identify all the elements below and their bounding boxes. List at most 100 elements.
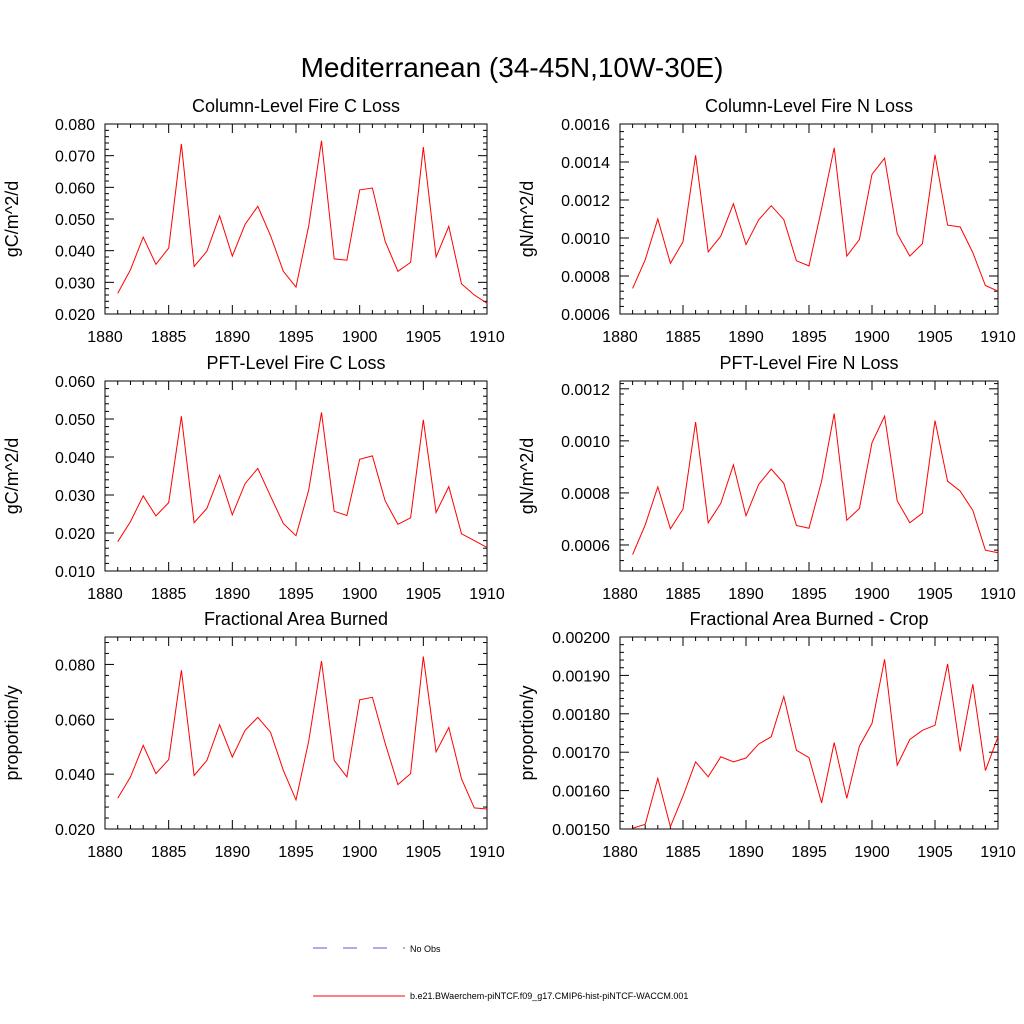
- x-tick-label: 1880: [602, 329, 638, 346]
- x-tick-label: 1885: [151, 329, 187, 346]
- y-tick-label: 0.070: [55, 149, 95, 166]
- x-tick-label: 1895: [791, 329, 827, 346]
- x-tick-label: 1895: [278, 844, 314, 861]
- x-tick-label: 1900: [342, 586, 378, 603]
- y-tick-label: 0.00150: [552, 822, 610, 839]
- y-tick-label: 0.080: [55, 657, 95, 674]
- x-tick-label: 1895: [278, 586, 314, 603]
- series-line: [117, 656, 488, 810]
- y-tick-label: 0.0006: [561, 307, 610, 324]
- y-tick-label: 0.0010: [561, 231, 610, 248]
- x-tick-label: 1895: [791, 586, 827, 603]
- y-tick-label: 0.040: [55, 244, 95, 261]
- panel-title: Column-Level Fire N Loss: [705, 96, 913, 116]
- x-tick-label: 1885: [665, 329, 701, 346]
- y-tick-label: 0.0010: [561, 434, 610, 451]
- y-axis-label: gC/m^2/d: [2, 181, 22, 257]
- x-tick-label: 1880: [602, 586, 638, 603]
- y-tick-label: 0.040: [55, 450, 95, 467]
- y-tick-label: 0.010: [55, 564, 95, 581]
- x-tick-label: 1890: [215, 329, 251, 346]
- x-tick-label: 1885: [151, 844, 187, 861]
- y-tick-label: 0.060: [55, 180, 95, 197]
- x-tick-label: 1900: [854, 329, 890, 346]
- x-tick-label: 1905: [406, 844, 442, 861]
- x-tick-label: 1895: [278, 329, 314, 346]
- y-tick-label: 0.0012: [561, 193, 610, 210]
- x-tick-label: 1905: [917, 329, 953, 346]
- x-tick-label: 1890: [215, 586, 251, 603]
- legend-model-label: b.e21.BWaerchem-piNTCF.f09_g17.CMIP6-his…: [410, 991, 688, 1001]
- y-tick-label: 0.0006: [561, 538, 610, 555]
- y-tick-label: 0.0014: [561, 155, 610, 172]
- y-axis-label: gC/m^2/d: [2, 438, 22, 514]
- y-tick-label: 0.0012: [561, 382, 610, 399]
- y-axis-label: proportion/y: [2, 685, 22, 780]
- y-tick-label: 0.00160: [552, 784, 610, 801]
- x-tick-label: 1910: [469, 844, 505, 861]
- y-tick-label: 0.060: [55, 712, 95, 729]
- x-tick-label: 1885: [665, 844, 701, 861]
- series-line: [632, 413, 999, 555]
- y-axis-label: gN/m^2/d: [517, 438, 537, 514]
- series-line: [632, 659, 999, 829]
- x-tick-label: 1890: [728, 329, 764, 346]
- y-tick-label: 0.030: [55, 275, 95, 292]
- x-tick-label: 1890: [215, 844, 251, 861]
- x-tick-label: 1910: [469, 586, 505, 603]
- x-tick-label: 1880: [87, 844, 123, 861]
- y-tick-label: 0.0016: [561, 117, 610, 134]
- panel-title: Fractional Area Burned: [204, 609, 388, 629]
- legend-obs-label: No Obs: [410, 944, 441, 954]
- y-tick-label: 0.030: [55, 488, 95, 505]
- x-tick-label: 1890: [728, 844, 764, 861]
- x-tick-label: 1905: [917, 586, 953, 603]
- series-line: [117, 412, 488, 548]
- y-tick-label: 0.020: [55, 822, 95, 839]
- panel-title: Column-Level Fire C Loss: [192, 96, 400, 116]
- x-tick-label: 1910: [980, 844, 1016, 861]
- x-tick-label: 1895: [791, 844, 827, 861]
- x-tick-label: 1910: [980, 329, 1016, 346]
- x-tick-label: 1900: [854, 586, 890, 603]
- panel-title: PFT-Level Fire N Loss: [719, 353, 898, 373]
- y-tick-label: 0.0008: [561, 269, 610, 286]
- y-axis-label: proportion/y: [517, 685, 537, 780]
- x-tick-label: 1905: [406, 586, 442, 603]
- series-line: [117, 140, 488, 304]
- x-tick-label: 1910: [469, 329, 505, 346]
- x-tick-label: 1905: [406, 329, 442, 346]
- x-tick-label: 1900: [342, 844, 378, 861]
- y-tick-label: 0.00180: [552, 707, 610, 724]
- y-tick-label: 0.060: [55, 374, 95, 391]
- chart-panel-3: PFT-Level Fire C Loss 1880 1885 1890 1895 190…: [2, 353, 505, 603]
- chart-panel-6: Fractional Area Burned - Crop 1880 1885 189…: [517, 609, 1016, 861]
- chart-panel-5: Fractional Area Burned 1880 1885 1890 1895 19…: [2, 609, 505, 861]
- y-tick-label: 0.040: [55, 767, 95, 784]
- x-tick-label: 1880: [87, 329, 123, 346]
- y-tick-label: 0.050: [55, 212, 95, 229]
- y-tick-label: 0.00190: [552, 668, 610, 685]
- panel-title: PFT-Level Fire C Loss: [206, 353, 385, 373]
- panel-title: Fractional Area Burned - Crop: [689, 609, 928, 629]
- legend: No Obs b.e21.BWaerchem-piNTCF.f09_g17.CM…: [313, 944, 688, 1001]
- y-axis-label: gN/m^2/d: [517, 181, 537, 257]
- x-tick-label: 1885: [151, 586, 187, 603]
- chart-panel-4: PFT-Level Fire N Loss 1880 1885 1890 1895 190…: [517, 353, 1016, 603]
- figure-title: Mediterranean (34-45N,10W-30E): [301, 52, 724, 83]
- x-tick-label: 1880: [87, 586, 123, 603]
- y-tick-label: 0.020: [55, 526, 95, 543]
- chart-panel-2: Column-Level Fire N Loss 1880 1885 1890 1895…: [517, 96, 1016, 346]
- x-tick-label: 1890: [728, 586, 764, 603]
- y-tick-label: 0.0008: [561, 486, 610, 503]
- x-tick-label: 1910: [980, 586, 1016, 603]
- x-tick-label: 1905: [917, 844, 953, 861]
- series-line: [632, 147, 999, 292]
- x-tick-label: 1900: [342, 329, 378, 346]
- panels: Column-Level Fire C Loss 1880 1885 1890 1895…: [2, 96, 1016, 861]
- y-tick-label: 0.00170: [552, 745, 610, 762]
- y-tick-label: 0.020: [55, 307, 95, 324]
- chart-panel-1: Column-Level Fire C Loss 1880 1885 1890 1895…: [2, 96, 505, 346]
